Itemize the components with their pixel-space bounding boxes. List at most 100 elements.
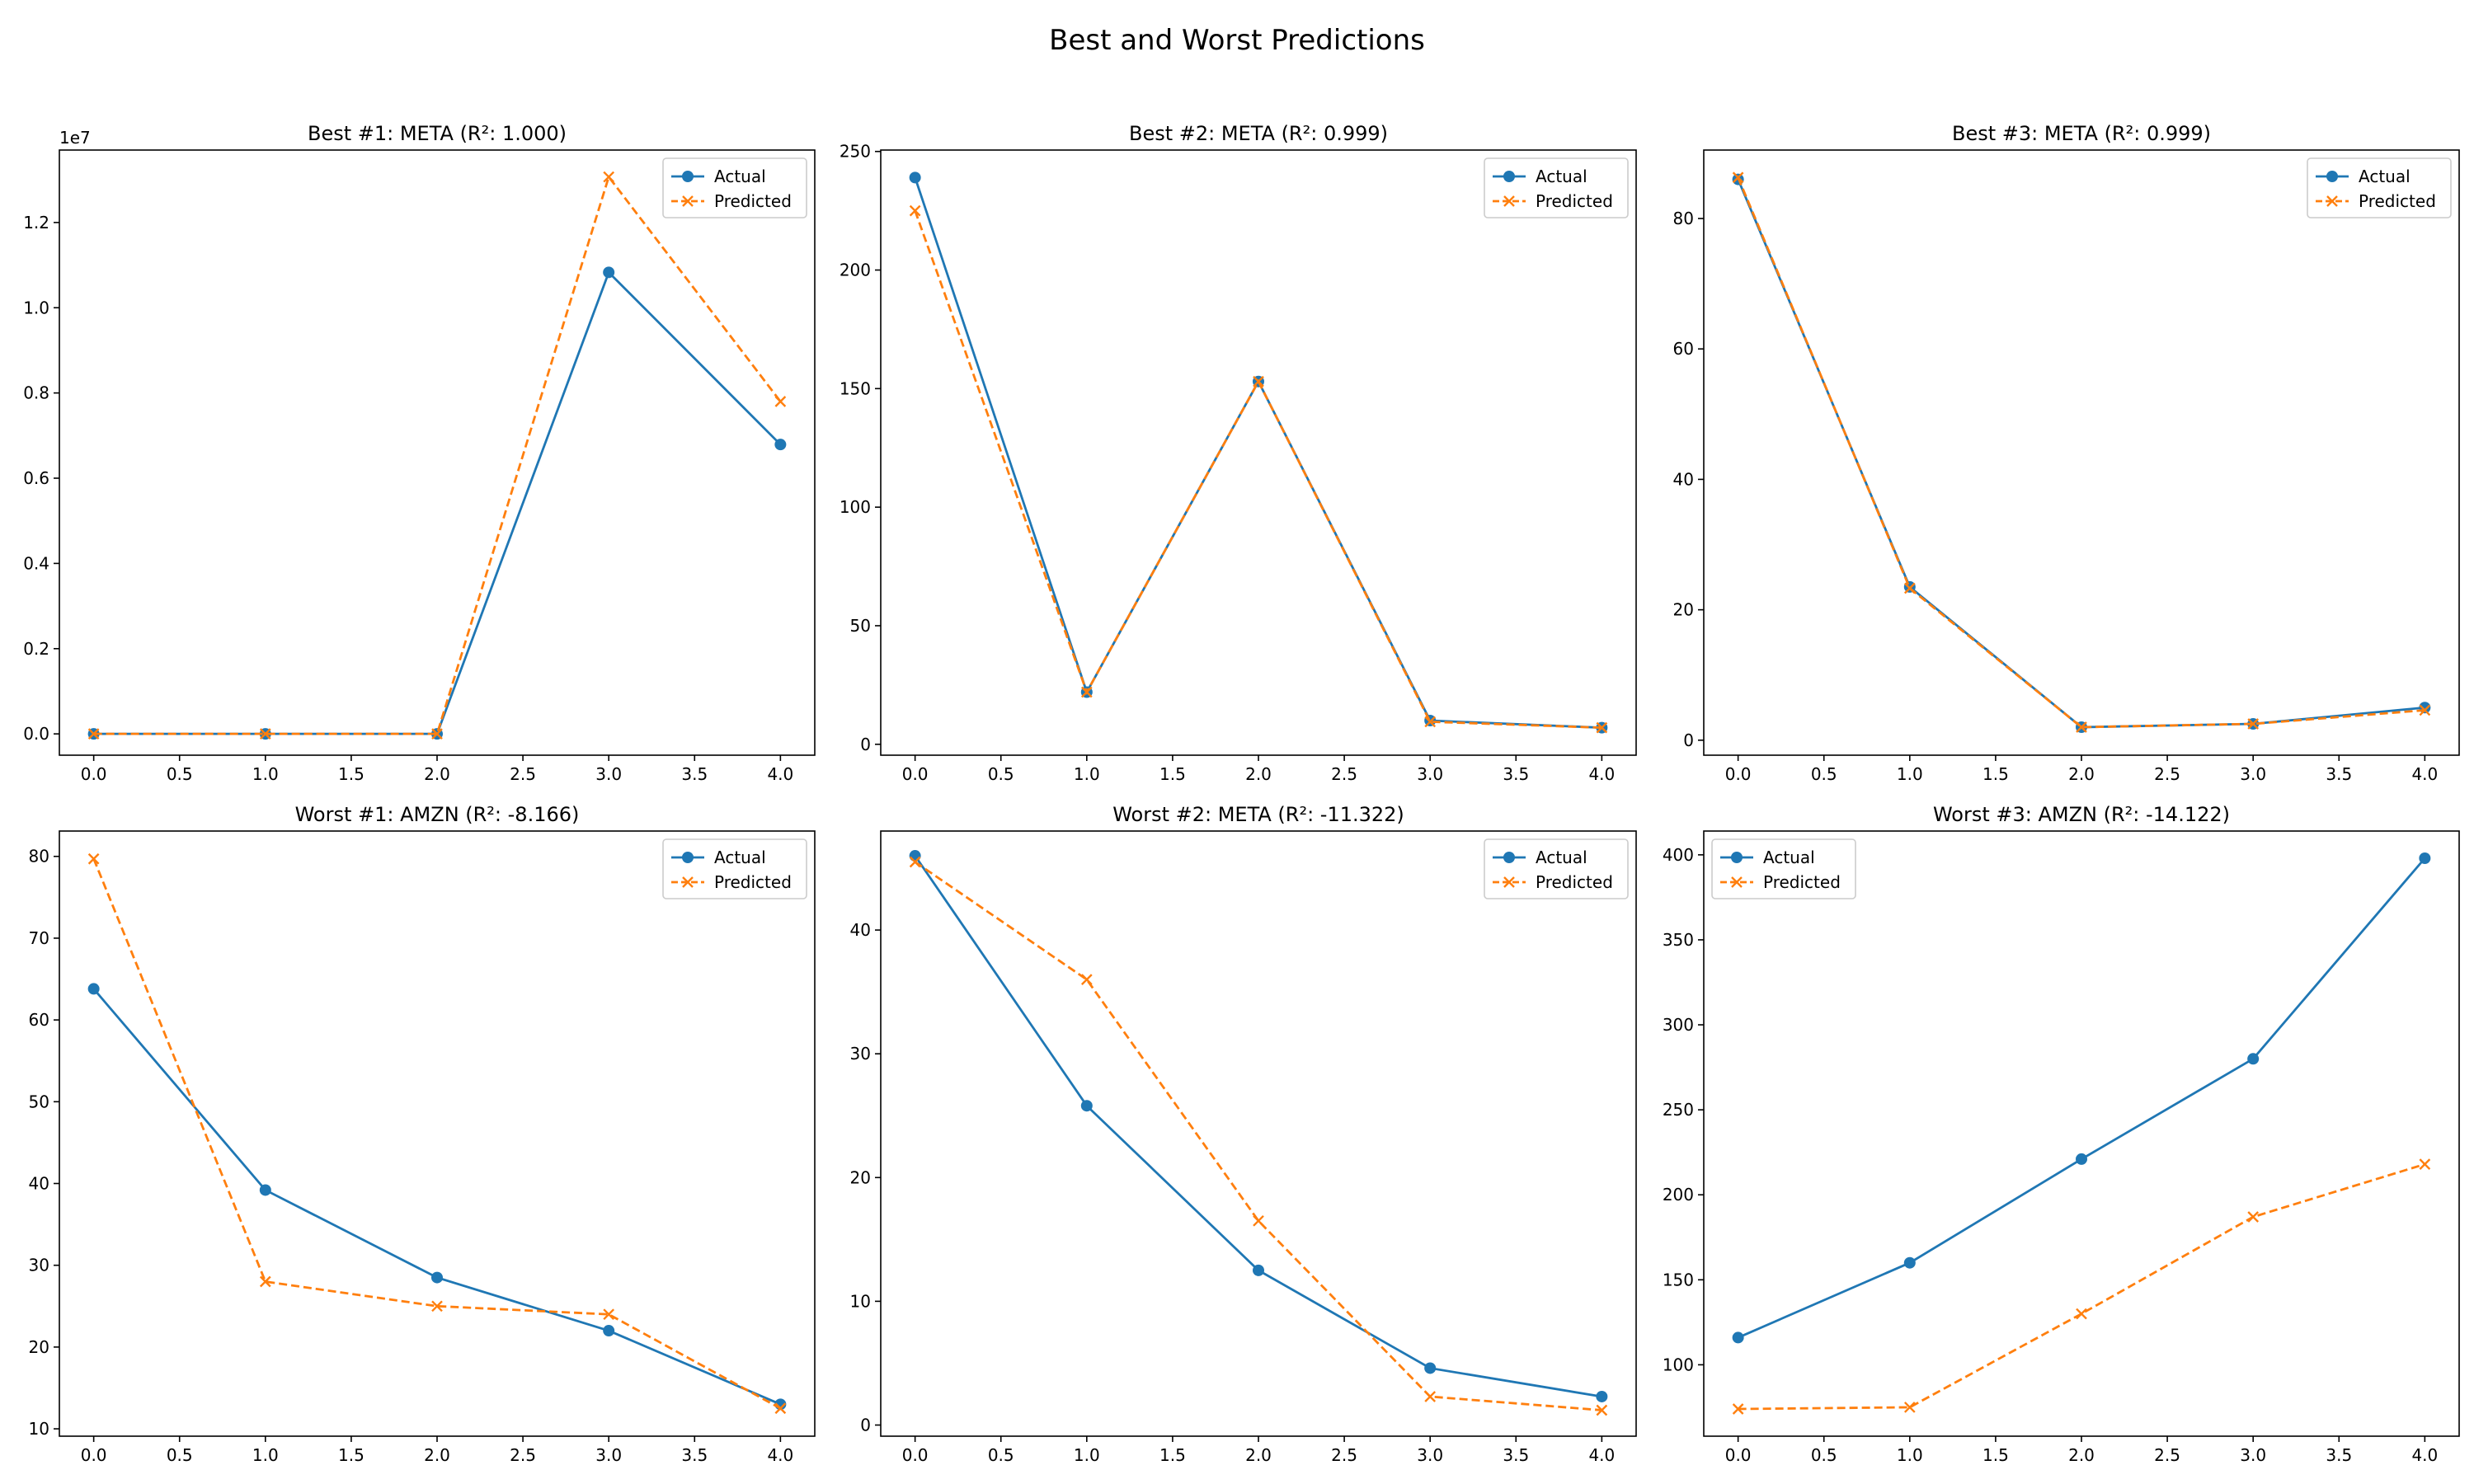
y-tick-label: 80 bbox=[1673, 209, 1694, 228]
subplot-4: Worst #1: AMZN (R²: -8.166) 0.0 0.5 1.0 1.5 2… bbox=[29, 803, 816, 1465]
predicted-series-line bbox=[92, 858, 782, 1410]
y-tick-label: 150 bbox=[840, 378, 871, 398]
legend-actual-label: Actual bbox=[1536, 167, 1587, 186]
legend-actual-label: Actual bbox=[1536, 848, 1587, 867]
actual-point bbox=[603, 1325, 615, 1337]
predicted-point bbox=[2076, 721, 2087, 733]
x-tick-label: 0.5 bbox=[1811, 1445, 1837, 1465]
axes-frame bbox=[59, 149, 816, 756]
x-tick-label: 1.0 bbox=[1897, 764, 1923, 784]
x-tick-label: 4.0 bbox=[2411, 764, 2438, 784]
axes-frame bbox=[1703, 149, 2460, 756]
y-tick-label: 50 bbox=[29, 1092, 49, 1111]
y-tick-label: 150 bbox=[1663, 1270, 1694, 1289]
y-tick-label: 0.6 bbox=[23, 468, 49, 488]
predicted-point bbox=[2247, 718, 2260, 730]
legend-frame bbox=[662, 838, 807, 899]
predicted-series-line bbox=[93, 174, 782, 735]
x-tick-label: 3.0 bbox=[595, 1445, 622, 1465]
x-tick-label: 2.0 bbox=[1245, 764, 1272, 784]
predicted-series-line bbox=[1737, 176, 2425, 729]
actual-point bbox=[259, 1184, 271, 1196]
y-tick-label: 100 bbox=[840, 497, 871, 517]
y-tick-label: 0 bbox=[860, 1415, 871, 1435]
predicted-point bbox=[87, 852, 100, 865]
actual-point bbox=[1080, 1100, 1093, 1112]
subplot-title: Worst #2: META (R²: -11.322) bbox=[1112, 803, 1404, 826]
y-tick-label: 1.2 bbox=[23, 213, 49, 232]
y-tick-label: 200 bbox=[1663, 1185, 1694, 1205]
y-tick-label: 250 bbox=[1663, 1100, 1694, 1120]
x-tick-label: 0.0 bbox=[1725, 764, 1752, 784]
predicted-point bbox=[1596, 1404, 1608, 1416]
x-tick-label: 1.0 bbox=[252, 1445, 279, 1465]
y-tick-label: 0 bbox=[860, 735, 871, 754]
y-tick-label: 50 bbox=[850, 616, 871, 636]
x-tick-label: 0.5 bbox=[988, 764, 1014, 784]
x-tick-label: 1.0 bbox=[1897, 1445, 1923, 1465]
predicted-point bbox=[87, 728, 100, 740]
x-tick-label: 4.0 bbox=[1588, 764, 1615, 784]
y-tick-label: 0.4 bbox=[23, 553, 49, 573]
predicted-point bbox=[1080, 686, 1093, 698]
predicted-point bbox=[1903, 1402, 1916, 1413]
actual-point bbox=[603, 266, 615, 279]
actual-point bbox=[431, 1271, 443, 1284]
subplot-grid: Best #1: META (R²: 1.000) 0.0 0.5 1.0 1.5 2.0… bbox=[23, 122, 2460, 1465]
legend-actual-marker bbox=[2326, 171, 2338, 182]
actual-point bbox=[1596, 1390, 1608, 1402]
x-tick-label: 2.0 bbox=[2068, 1445, 2095, 1465]
x-tick-label: 4.0 bbox=[1588, 1445, 1615, 1465]
x-tick-label: 3.5 bbox=[1503, 764, 1529, 784]
x-tick-label: 1.5 bbox=[1982, 764, 2009, 784]
x-tick-label: 2.0 bbox=[424, 1445, 450, 1465]
y-tick-label: 20 bbox=[1673, 600, 1694, 620]
x-tick-label: 2.0 bbox=[2068, 764, 2095, 784]
x-tick-label: 2.5 bbox=[2154, 1445, 2180, 1465]
x-tick-label: 1.5 bbox=[1159, 764, 1186, 784]
y-tick-label: 0.2 bbox=[23, 639, 49, 659]
x-tick-label: 3.5 bbox=[681, 764, 708, 784]
legend-actual-marker bbox=[682, 171, 694, 182]
y-tick-label: 350 bbox=[1663, 930, 1694, 950]
legend-actual-marker bbox=[1503, 852, 1515, 863]
subplot-title: Best #2: META (R²: 0.999) bbox=[1129, 122, 1388, 145]
x-tick-label: 1.0 bbox=[1074, 764, 1100, 784]
y-tick-label: 40 bbox=[29, 1174, 49, 1194]
legend-frame bbox=[1484, 157, 1629, 218]
x-tick-label: 4.0 bbox=[767, 764, 793, 784]
y-tick-label: 60 bbox=[29, 1010, 49, 1030]
subplot-5: Worst #2: META (R²: -11.322) 0.0 0.5 1.0 1.5… bbox=[850, 803, 1637, 1465]
x-tick-label: 4.0 bbox=[767, 1445, 793, 1465]
y-tick-label: 300 bbox=[1663, 1015, 1694, 1035]
legend-actual-marker bbox=[1731, 852, 1743, 863]
x-tick-label: 3.0 bbox=[1417, 764, 1443, 784]
legend: Actual Predicted bbox=[1484, 838, 1629, 899]
predicted-point bbox=[1424, 716, 1437, 728]
y-tick-label: 250 bbox=[840, 142, 871, 162]
subplot-title: Best #1: META (R²: 1.000) bbox=[308, 122, 567, 145]
subplot-6: Worst #3: AMZN (R²: -14.122) 0.0 0.5 1.0 1.5… bbox=[1663, 803, 2460, 1465]
predicted-point bbox=[259, 728, 271, 740]
predicted-point bbox=[2076, 1308, 2087, 1320]
subplot-title: Best #3: META (R²: 0.999) bbox=[1952, 122, 2211, 145]
y-tick-label: 0 bbox=[1683, 730, 1694, 750]
predicted-point bbox=[1903, 582, 1916, 594]
x-tick-label: 2.0 bbox=[424, 764, 450, 784]
x-tick-label: 0.0 bbox=[902, 1445, 929, 1465]
y-tick-label: 200 bbox=[840, 261, 871, 280]
x-tick-label: 0.0 bbox=[902, 764, 929, 784]
x-tick-label: 1.5 bbox=[338, 764, 365, 784]
legend-predicted-marker bbox=[682, 195, 694, 207]
predicted-point bbox=[2419, 1158, 2431, 1170]
actual-point bbox=[909, 171, 921, 184]
y-tick-label: 30 bbox=[850, 1044, 871, 1064]
y-tick-label: 40 bbox=[850, 920, 871, 940]
subplot-2: Best #2: META (R²: 0.999) 0.0 0.5 1.0 1.5 2.0… bbox=[840, 122, 1637, 784]
subplot-3: Best #3: META (R²: 0.999) 0.0 0.5 1.0 1.5 2.0… bbox=[1673, 122, 2460, 784]
x-tick-label: 1.0 bbox=[1074, 1445, 1100, 1465]
legend-predicted-label: Predicted bbox=[1763, 872, 1841, 892]
predicted-point bbox=[1253, 375, 1264, 387]
x-tick-label: 2.5 bbox=[1331, 764, 1357, 784]
